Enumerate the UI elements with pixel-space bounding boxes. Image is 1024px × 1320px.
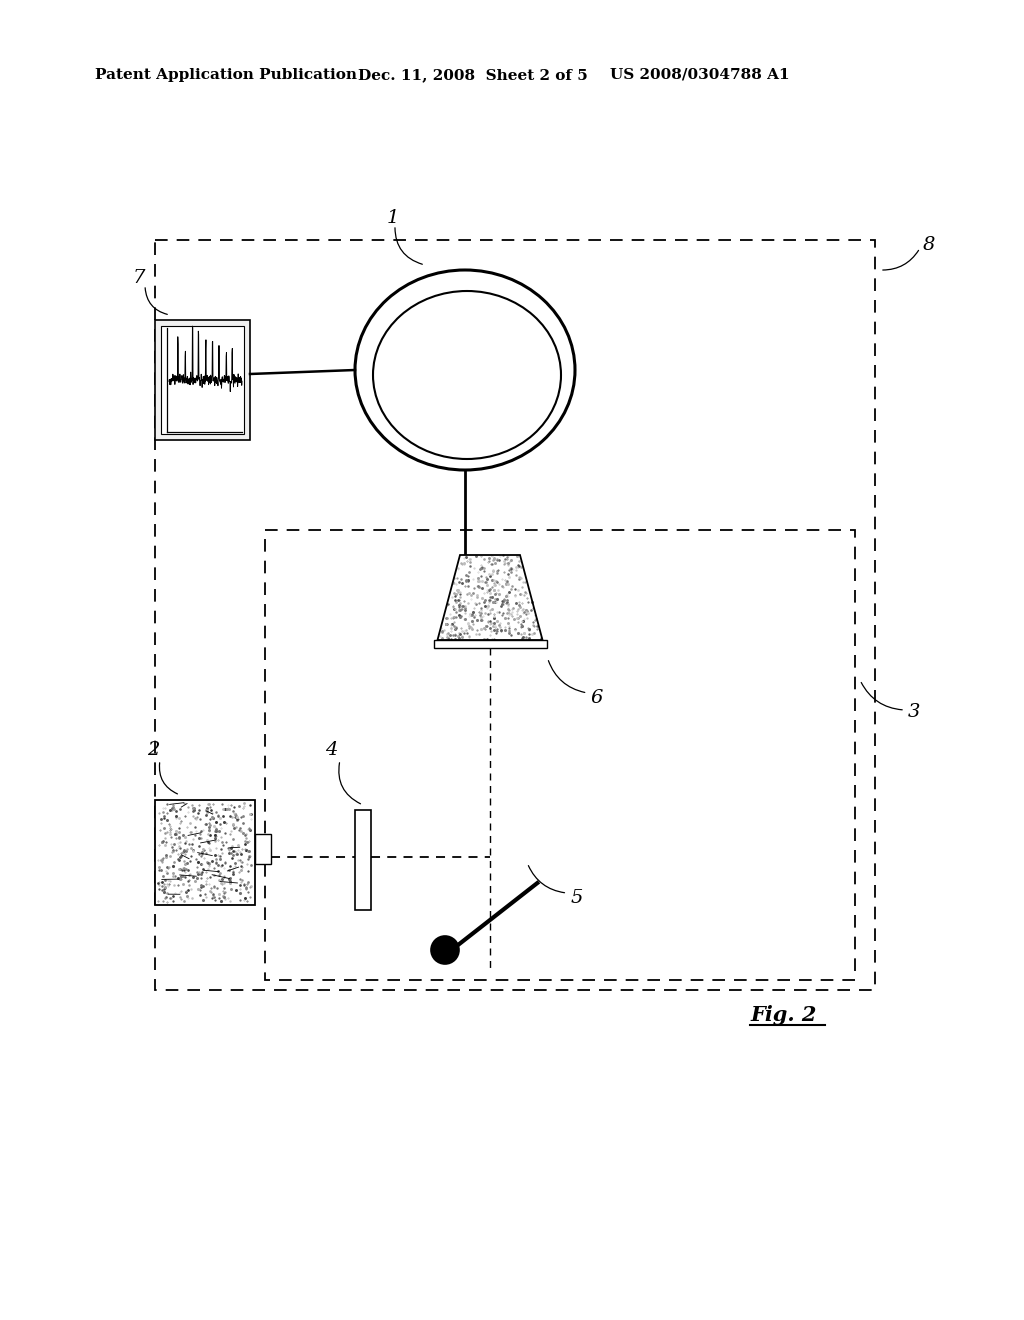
Text: 7: 7 [133, 269, 145, 286]
Bar [161, 326, 244, 434]
Bar [155, 240, 874, 990]
Text: 1: 1 [387, 209, 399, 227]
Bar [155, 800, 255, 906]
Text: Fig. 2: Fig. 2 [750, 1005, 816, 1026]
Text: 8: 8 [923, 236, 935, 253]
Text: 3: 3 [908, 704, 921, 721]
Bar [255, 834, 271, 865]
Text: 6: 6 [591, 689, 603, 708]
Text: US 2008/0304788 A1: US 2008/0304788 A1 [610, 69, 790, 82]
Bar [265, 531, 855, 979]
Bar [433, 640, 547, 648]
Text: 4: 4 [325, 741, 337, 759]
Text: 2: 2 [147, 741, 160, 759]
Circle shape [431, 936, 459, 964]
Polygon shape [437, 554, 543, 640]
Bar [355, 810, 371, 909]
Text: 5: 5 [570, 890, 583, 907]
Text: Dec. 11, 2008  Sheet 2 of 5: Dec. 11, 2008 Sheet 2 of 5 [358, 69, 588, 82]
Bar [155, 319, 250, 440]
Text: Patent Application Publication: Patent Application Publication [95, 69, 357, 82]
